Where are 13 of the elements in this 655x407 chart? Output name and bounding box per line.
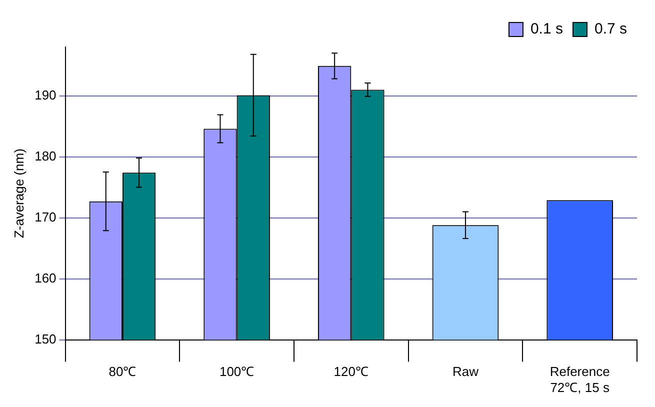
y-tick-label: 160 [34, 270, 56, 286]
legend-label: 0.1 s [530, 20, 563, 38]
x-tick-label: 100℃ [219, 364, 254, 380]
x-tick-label: Reference 72℃, 15 s [550, 364, 610, 395]
legend-label: 0.7 s [594, 20, 628, 38]
x-tick-label: 80℃ [108, 364, 136, 380]
x-tick-label: 120℃ [334, 364, 368, 380]
y-tick-label: 180 [34, 148, 56, 164]
y-tick-label: 170 [34, 209, 56, 224]
y-axis-title: Z-average (nm) [11, 148, 26, 238]
y-tick-label: 190 [34, 87, 56, 102]
x-tick-label: Raw [452, 364, 480, 380]
y-tick-label: 150 [34, 331, 56, 346]
